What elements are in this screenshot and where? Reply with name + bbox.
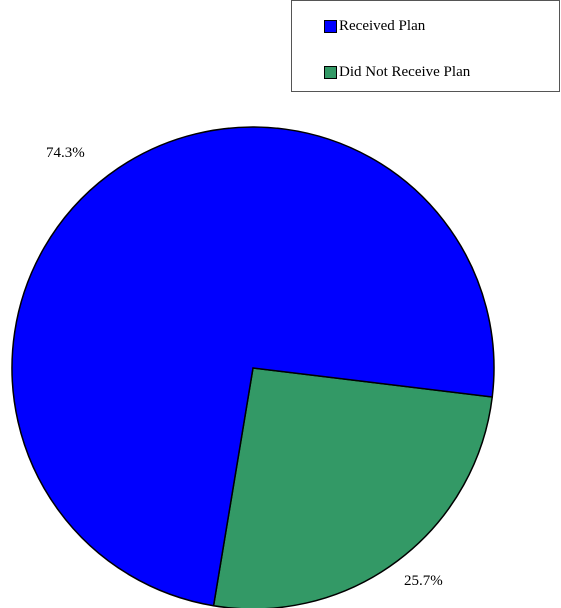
legend-item-did-not-receive-plan: Did Not Receive Plan bbox=[324, 63, 470, 81]
data-label-received-plan: 74.3% bbox=[46, 145, 85, 161]
pie-slice-received-plan bbox=[11, 126, 495, 607]
legend-swatch-did-not-receive-plan bbox=[324, 65, 337, 79]
pie-slice-did-not-receive-plan bbox=[212, 367, 494, 608]
legend-label-received-plan: Received Plan bbox=[339, 17, 426, 34]
chart-legend: Received Plan Did Not Receive Plan bbox=[291, 0, 560, 92]
data-label-did-not-receive-plan: 25.7% bbox=[404, 573, 443, 589]
legend-label-did-not-receive-plan: Did Not Receive Plan bbox=[339, 63, 471, 80]
legend-swatch-received-plan bbox=[324, 19, 337, 33]
legend-item-received-plan: Received Plan bbox=[324, 17, 425, 35]
